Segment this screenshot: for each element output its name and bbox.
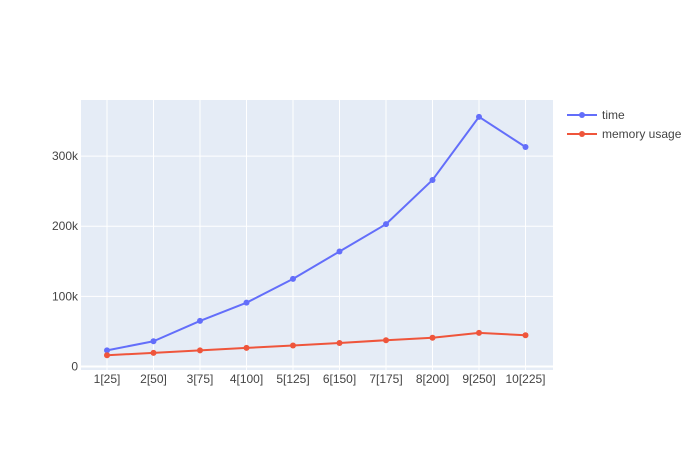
y-tick-label: 200k — [52, 219, 79, 233]
x-tick-label: 6[150] — [323, 372, 356, 386]
legend-swatch-marker — [579, 112, 585, 118]
series-layer — [104, 113, 529, 359]
data-point[interactable] — [150, 349, 157, 356]
data-point[interactable] — [429, 334, 436, 341]
data-point[interactable] — [104, 352, 110, 359]
data-point[interactable] — [336, 340, 343, 346]
data-point[interactable] — [243, 344, 250, 351]
series-line — [106, 331, 526, 357]
x-axis-tick-labels: 1[25] 2[50] 3[75] 4[100] 5[125] 6[150] 7[175] 8… — [94, 372, 546, 386]
x-tick-label: 4[100] — [230, 372, 263, 386]
x-tick-label: 2[50] — [140, 372, 167, 386]
data-point[interactable] — [243, 299, 250, 306]
data-point[interactable] — [383, 221, 389, 228]
data-point[interactable] — [476, 329, 482, 336]
x-tick-label: 1[25] — [94, 372, 121, 386]
series-memory-usage — [104, 329, 529, 359]
data-point[interactable] — [429, 176, 436, 183]
data-point[interactable] — [290, 342, 296, 349]
series-time — [104, 113, 529, 354]
y-tick-label: 100k — [52, 289, 79, 303]
y-tick-label: 300k — [52, 149, 79, 163]
x-tick-label: 3[75] — [187, 372, 214, 386]
data-point[interactable] — [104, 347, 110, 354]
data-point[interactable] — [476, 113, 482, 120]
x-gridlines — [106, 100, 526, 370]
x-tick-label: 7[175] — [369, 372, 402, 386]
legend-label: time — [602, 108, 625, 122]
y-axis-tick-labels: 0 100k 200k 300k — [52, 149, 79, 373]
x-tick-label: 10[225] — [505, 372, 545, 386]
x-tick-label: 8[200] — [416, 372, 449, 386]
data-point[interactable] — [150, 338, 157, 345]
y-gridlines — [81, 155, 553, 368]
legend-swatch-marker — [579, 131, 585, 137]
legend-label: memory usage — [602, 127, 682, 141]
data-point[interactable] — [336, 248, 343, 255]
data-point[interactable] — [197, 317, 203, 324]
data-point[interactable] — [383, 337, 389, 344]
data-point[interactable] — [522, 332, 529, 339]
x-tick-label: 9[250] — [462, 372, 495, 386]
series-line — [106, 115, 527, 352]
legend[interactable]: time memory usage — [567, 108, 682, 141]
data-point[interactable] — [522, 143, 529, 150]
plot-area — [81, 100, 553, 370]
data-point[interactable] — [290, 275, 296, 282]
legend-item-memory-usage[interactable]: memory usage — [567, 127, 682, 141]
y-tick-label: 0 — [71, 359, 78, 373]
legend-item-time[interactable]: time — [567, 108, 625, 122]
x-tick-label: 5[125] — [276, 372, 309, 386]
data-point[interactable] — [197, 347, 203, 354]
